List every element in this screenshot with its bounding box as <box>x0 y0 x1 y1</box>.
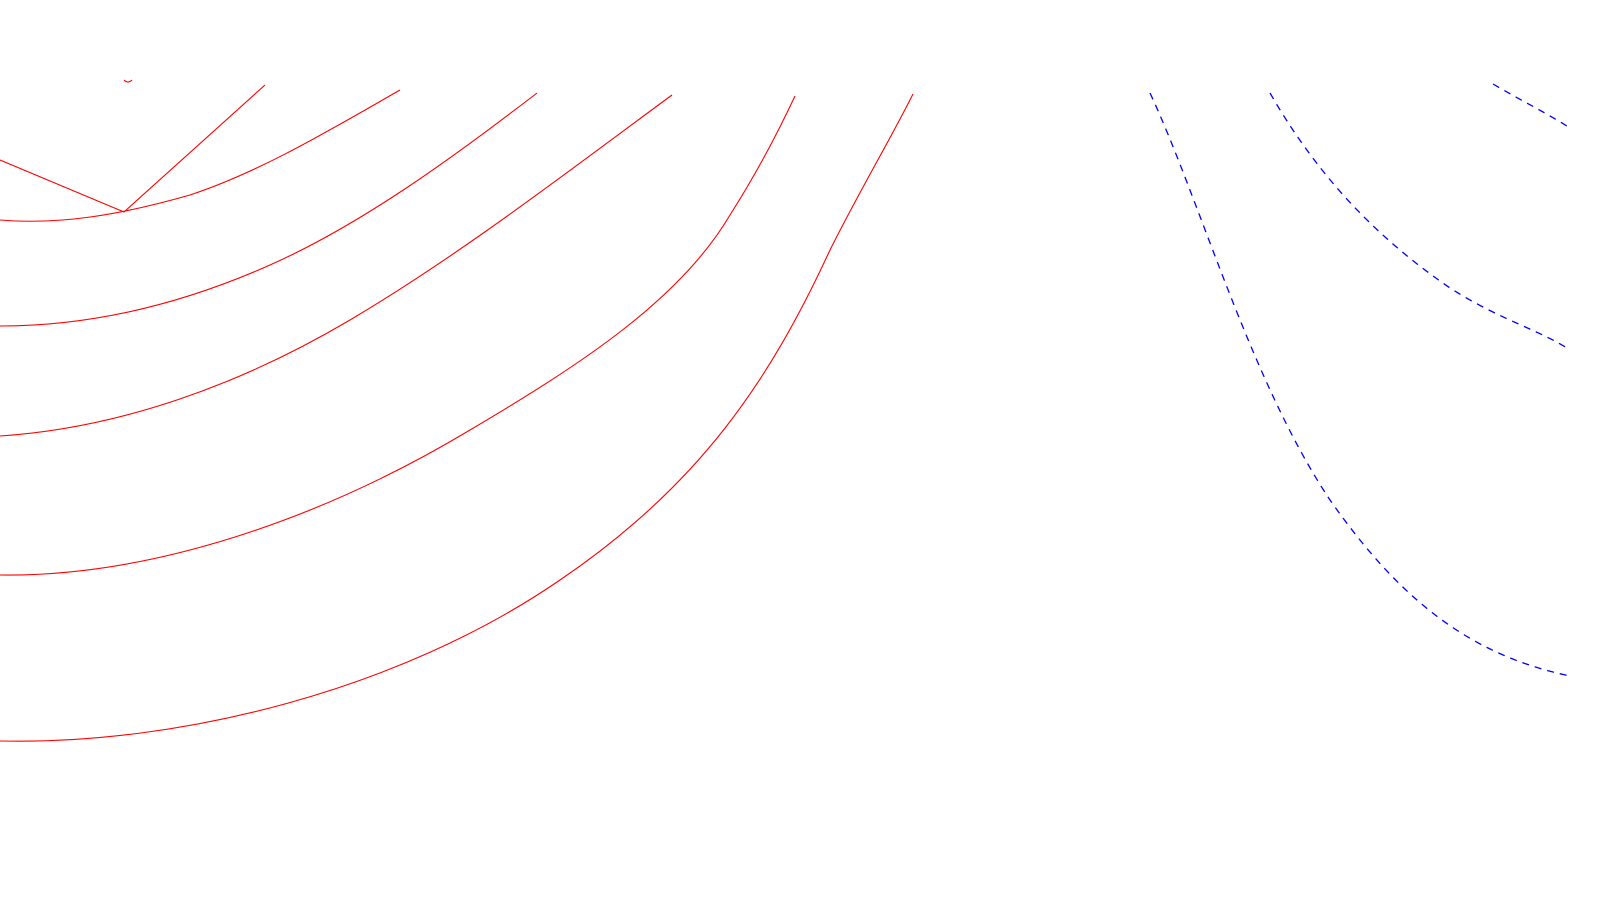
blue-dashed-contour-1 <box>1149 92 1571 677</box>
red-contour-4 <box>0 95 796 576</box>
dashed-curve-group <box>1149 83 1571 677</box>
solid-curve-group <box>0 79 914 742</box>
red-contour-2 <box>0 92 538 327</box>
tiny-red-mark <box>123 79 133 83</box>
blue-dashed-contour-2 <box>1269 92 1571 351</box>
red-kink-line <box>0 84 266 213</box>
blue-dashed-contour-3 <box>1492 83 1571 129</box>
red-contour-3 <box>0 94 673 437</box>
red-contour-1 <box>0 89 401 222</box>
red-contour-5 <box>0 93 914 742</box>
